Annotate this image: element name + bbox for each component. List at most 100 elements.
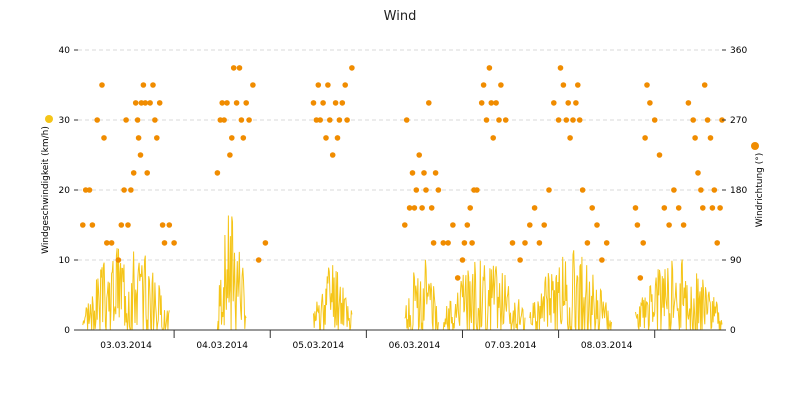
direction-point (565, 100, 571, 106)
direction-point (634, 222, 641, 228)
direction-point (262, 240, 269, 246)
direction-point (99, 82, 105, 88)
direction-point (135, 135, 142, 141)
direction-point (527, 222, 533, 228)
direction-point (517, 257, 523, 263)
direction-point (339, 100, 346, 106)
speed-line (635, 259, 723, 331)
direction-point (230, 65, 237, 71)
direction-point (656, 152, 663, 158)
direction-point (156, 100, 163, 106)
direction-point (426, 100, 432, 106)
direction-point (246, 117, 252, 123)
direction-point (642, 135, 648, 141)
direction-point (637, 275, 644, 281)
direction-point (147, 100, 153, 106)
direction-point (94, 117, 100, 123)
direction-point (315, 82, 322, 88)
y-right-tick-label: 360 (730, 46, 747, 56)
direction-point (134, 117, 141, 123)
direction-point (428, 205, 435, 211)
direction-point (432, 170, 439, 176)
direction-point (403, 117, 410, 123)
direction-point (402, 222, 408, 228)
direction-point (695, 170, 701, 176)
direction-point (101, 135, 107, 141)
y-left-tick-label: 10 (59, 256, 71, 266)
direction-point (647, 100, 653, 106)
direction-point (336, 117, 343, 123)
direction-point (711, 187, 718, 193)
direction-point (675, 205, 682, 211)
chart-title: Wind (384, 9, 417, 24)
direction-point (541, 222, 547, 228)
direction-point (531, 205, 538, 211)
direction-point (118, 222, 125, 228)
direction-point (423, 187, 429, 193)
direction-point (411, 205, 418, 211)
grid (78, 49, 722, 261)
direction-point (603, 240, 610, 246)
direction-point (233, 100, 240, 106)
direction-point (714, 240, 720, 246)
x-tick-label: 04.03.2014 (196, 341, 248, 351)
direction-point (329, 152, 336, 158)
speed-series (82, 215, 723, 331)
direction-point (108, 240, 115, 246)
y-right-tick-label: 180 (730, 186, 747, 196)
direction-point (128, 187, 134, 193)
direction-point (435, 187, 442, 193)
x-tick-label: 05.03.2014 (293, 341, 345, 351)
direction-point (130, 170, 137, 176)
x-tick-label: 06.03.2014 (389, 341, 441, 351)
direction-point (480, 82, 487, 88)
direction-point (579, 187, 586, 193)
direction-point (166, 222, 173, 228)
direction-point (690, 117, 696, 123)
direction-point (488, 100, 495, 106)
direction-point (478, 100, 485, 106)
direction-point (709, 205, 716, 211)
direction-point (334, 135, 341, 141)
direction-point (227, 152, 233, 158)
direction-point (467, 205, 474, 211)
direction-point (560, 82, 567, 88)
direction-point (236, 65, 243, 71)
direction-point (144, 170, 150, 176)
direction-point (413, 187, 420, 193)
direction-point (161, 240, 168, 246)
direction-point (680, 222, 687, 228)
direction-point (250, 82, 256, 88)
direction-series (80, 65, 725, 281)
direction-point (570, 117, 576, 123)
direction-point (557, 65, 564, 71)
direction-point (323, 135, 329, 141)
direction-point (717, 205, 723, 211)
direction-point (704, 117, 711, 123)
direction-point (104, 240, 110, 246)
direction-point (171, 240, 177, 246)
direction-point (406, 205, 413, 211)
speed-line (313, 265, 353, 331)
direction-point (661, 205, 668, 211)
y-left-tick-label: 40 (59, 46, 71, 56)
speed-line (529, 250, 612, 331)
y-right-tick-label: 0 (730, 326, 736, 336)
direction-point (409, 170, 416, 176)
direction-legend-marker (751, 142, 759, 150)
direction-point (310, 100, 317, 106)
direction-point (536, 240, 543, 246)
y-left-tick-label: 0 (64, 326, 70, 336)
direction-point (140, 82, 147, 88)
direction-point (430, 240, 437, 246)
direction-point (214, 170, 221, 176)
direction-point (150, 82, 156, 88)
direction-point (137, 152, 144, 158)
direction-point (490, 135, 497, 141)
direction-point (486, 65, 493, 71)
direction-point (80, 222, 86, 228)
direction-point (698, 187, 704, 193)
x-tick-label: 07.03.2014 (485, 341, 537, 351)
direction-point (344, 117, 350, 123)
